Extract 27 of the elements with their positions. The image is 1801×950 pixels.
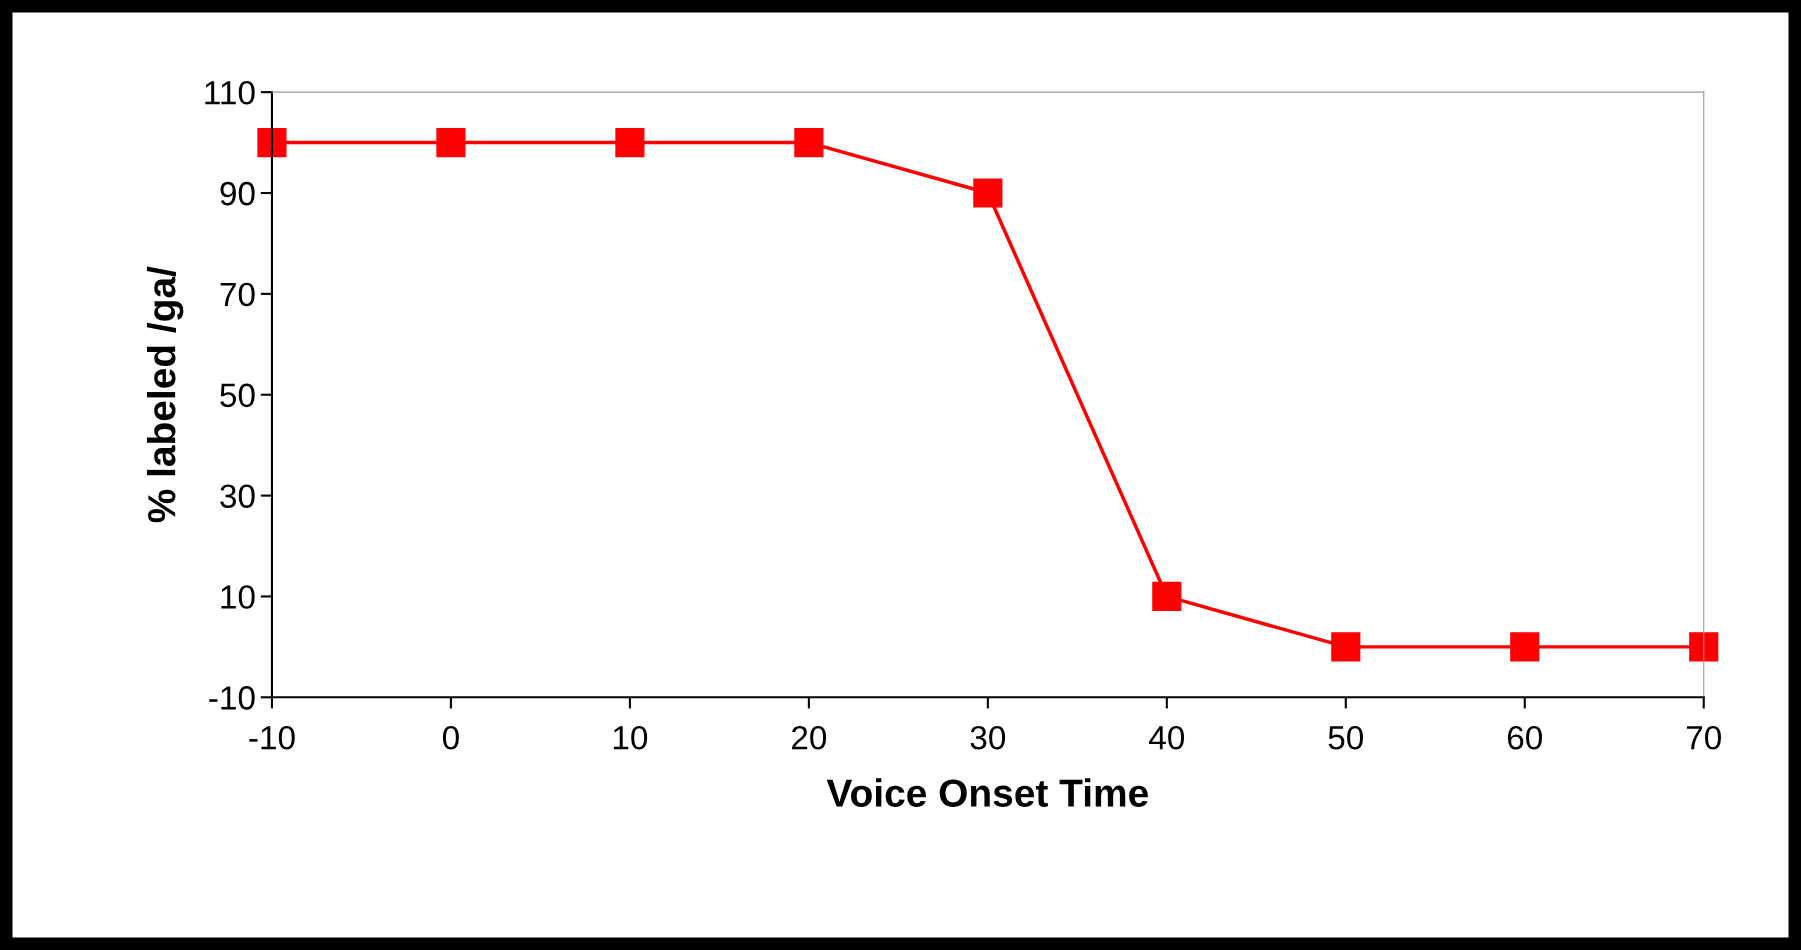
x-tick-label: 20: [792, 725, 827, 750]
y-tick-label: 10: [221, 585, 255, 609]
y-axis-title: % labeled /ga/: [146, 266, 184, 523]
x-tick-label: 60: [1507, 725, 1543, 750]
x-tick-label: 30: [970, 725, 1006, 750]
y-tick-label: 70: [220, 282, 255, 307]
x-tick-label: 50: [1328, 725, 1364, 750]
y-tick-label: 50: [220, 383, 255, 408]
x-tick-label: 70: [1686, 725, 1721, 750]
x-tick-label: 40: [1149, 725, 1185, 750]
x-tick-label: 10: [613, 725, 648, 750]
x-tick-label: -10: [249, 725, 295, 750]
x-axis-title: Voice Onset Time: [826, 778, 1148, 807]
point: [1510, 632, 1540, 662]
y-tick-label: -10: [209, 686, 255, 710]
point: [1152, 581, 1182, 612]
point: [436, 127, 466, 158]
point: [794, 127, 824, 158]
y-tick-label: 30: [220, 484, 255, 508]
x-tick-label: 0: [442, 725, 459, 750]
y-tick-label: 90: [220, 181, 255, 206]
point: [1331, 632, 1361, 662]
point: [257, 127, 287, 158]
point: [615, 127, 645, 158]
y-tick-label: 110: [205, 80, 255, 105]
point: [973, 178, 1003, 208]
point: [1689, 632, 1719, 662]
